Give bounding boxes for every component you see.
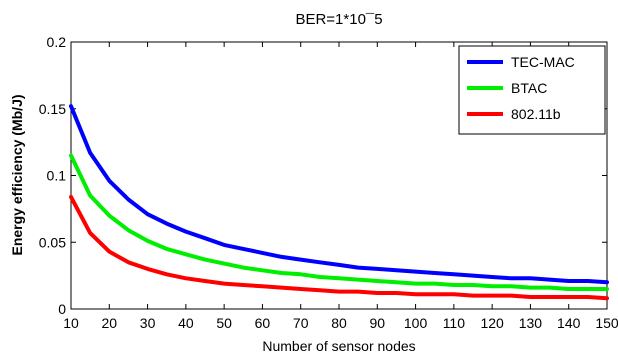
y-axis-label: Energy efficiency (Mb/J) (9, 94, 25, 255)
x-tick-label: 150 (595, 315, 618, 331)
x-tick-label: 30 (140, 315, 156, 331)
legend: TEC-MAC BTAC 802.11b (458, 45, 606, 135)
y-tick-label: 0 (58, 301, 66, 317)
series-line-802-11b (69, 194, 609, 301)
series-lines (69, 104, 609, 301)
x-tick-label: 40 (178, 315, 194, 331)
x-tick-label: 120 (480, 315, 504, 331)
x-tick-label: 100 (404, 315, 428, 331)
x-tick-label: 10 (63, 315, 79, 331)
x-tick-label: 110 (443, 315, 466, 331)
x-tick-label: 140 (557, 315, 581, 331)
x-tick-label: 90 (369, 315, 385, 331)
axis-ticks: 10 20 30 40 50 60 70 80 90 100 110 120 130 140 150 0 0.0… (39, 34, 618, 331)
legend-label: TEC-MAC (511, 54, 575, 70)
legend-label: BTAC (511, 80, 547, 96)
legend-label: 802.11b (511, 106, 561, 122)
y-tick-label: 0.15 (39, 101, 66, 117)
series-line-tec-mac (69, 104, 609, 285)
y-tick-label: 0.1 (47, 168, 67, 184)
x-axis-label: Number of sensor nodes (262, 338, 415, 354)
x-tick-label: 130 (519, 315, 543, 331)
x-tick-label: 80 (331, 315, 347, 331)
y-tick-label: 0.2 (47, 34, 67, 50)
x-tick-label: 50 (216, 315, 232, 331)
chart-title: BER=1*10¯5 (295, 11, 382, 28)
x-tick-label: 70 (293, 315, 309, 331)
series-line-btac (69, 153, 609, 291)
y-tick-label: 0.05 (39, 234, 66, 250)
x-tick-label: 20 (101, 315, 117, 331)
x-tick-label: 60 (255, 315, 271, 331)
